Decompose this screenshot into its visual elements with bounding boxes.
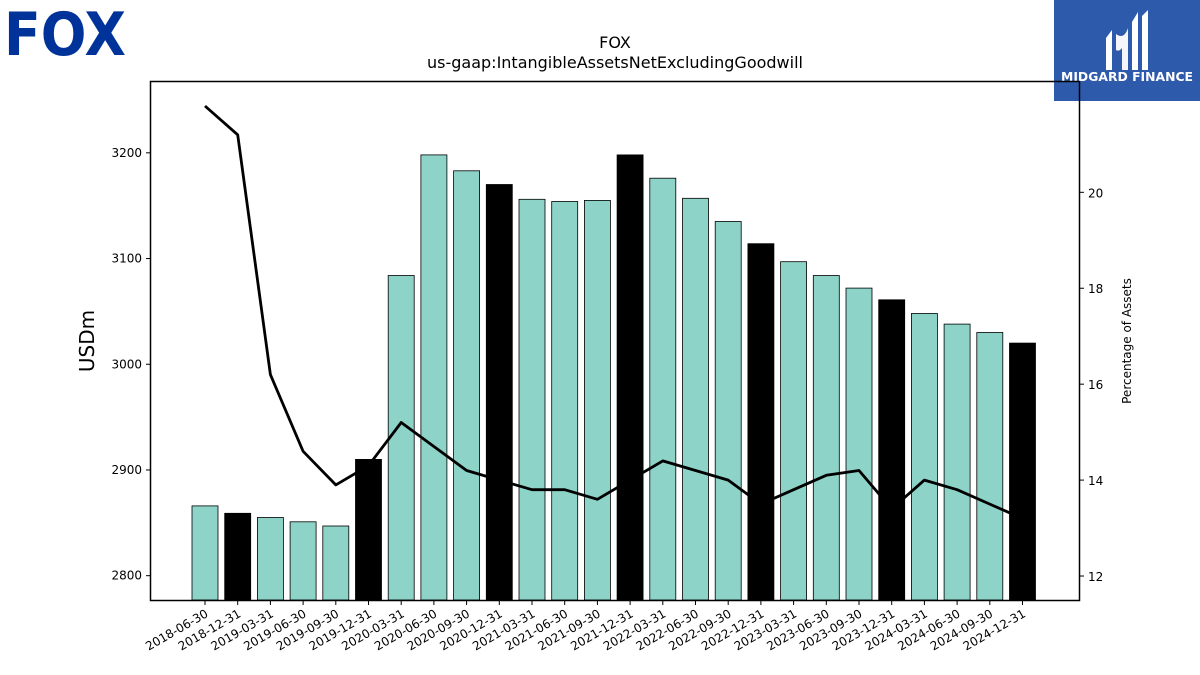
y2-axis-title: Percentage of Assets — [1120, 278, 1134, 404]
bar-2021-03-31 — [518, 198, 546, 601]
bar-2024-06-30 — [943, 323, 971, 601]
bar-series — [191, 154, 1036, 601]
bar-2020-06-30 — [420, 154, 448, 601]
bar-2020-09-30 — [453, 170, 481, 601]
left-axis-ticks: 2800 2900 3000 3100 3200 — [111, 146, 151, 583]
y-axis-title: USDm — [75, 310, 99, 372]
bar-2020-03-31 — [387, 275, 415, 601]
bar-2018-06-30 — [191, 505, 219, 601]
bar-2022-03-31 — [649, 177, 677, 601]
y2-tick-label: 20 — [1088, 186, 1103, 200]
bar-2022-12-31 — [747, 243, 775, 601]
bar-2021-06-30 — [551, 201, 579, 601]
bar-2018-12-31 — [224, 512, 252, 601]
x-axis-ticks: 2018-06-302018-12-312019-03-312019-06-30… — [143, 600, 1028, 653]
bar-2023-12-31 — [878, 299, 906, 601]
bar-2021-12-31 — [616, 154, 644, 601]
chart-title: FOX — [599, 33, 631, 52]
y-tick-label: 2800 — [111, 569, 142, 583]
midgard-emblem-icon — [1106, 10, 1148, 70]
bar-2019-03-31 — [256, 517, 284, 601]
y2-tick-label: 16 — [1088, 378, 1103, 392]
right-axis-ticks: 12 14 16 18 20 — [1079, 186, 1103, 584]
percentage-of-assets-line — [204, 104, 1024, 520]
bar-2021-09-30 — [584, 199, 611, 601]
bar-2020-12-31 — [485, 184, 513, 601]
bar-2019-12-31 — [355, 458, 382, 601]
bar-2024-09-30 — [976, 332, 1004, 601]
line-series — [204, 104, 1024, 520]
bar-2024-12-31 — [1009, 342, 1036, 601]
fox-logo: FOX — [4, 2, 126, 60]
midgard-finance-logo: MIDGARD FINANCE — [1054, 0, 1200, 101]
y-tick-label: 3100 — [111, 252, 142, 266]
chart-subtitle: us-gaap:IntangibleAssetsNetExcludingGood… — [427, 53, 803, 72]
bar-2023-03-31 — [780, 261, 807, 601]
bar-2023-09-30 — [845, 287, 873, 601]
y2-tick-label: 14 — [1088, 474, 1103, 488]
y-tick-label: 3000 — [111, 357, 142, 371]
plot-frame — [149, 80, 1081, 602]
bar-2019-06-30 — [289, 521, 317, 601]
bar-2024-03-31 — [911, 313, 938, 601]
y2-tick-label: 18 — [1088, 282, 1103, 296]
y2-tick-label: 12 — [1088, 570, 1103, 584]
y-tick-label: 2900 — [111, 463, 142, 477]
y-tick-label: 3200 — [111, 146, 142, 160]
bar-2022-09-30 — [714, 221, 742, 601]
bar-2022-06-30 — [682, 197, 709, 601]
midgard-logo-text: MIDGARD FINANCE — [1061, 70, 1193, 84]
bar-2019-09-30 — [322, 525, 350, 601]
bar-2023-06-30 — [812, 275, 840, 601]
fox-logo-text: FOX — [4, 2, 126, 60]
